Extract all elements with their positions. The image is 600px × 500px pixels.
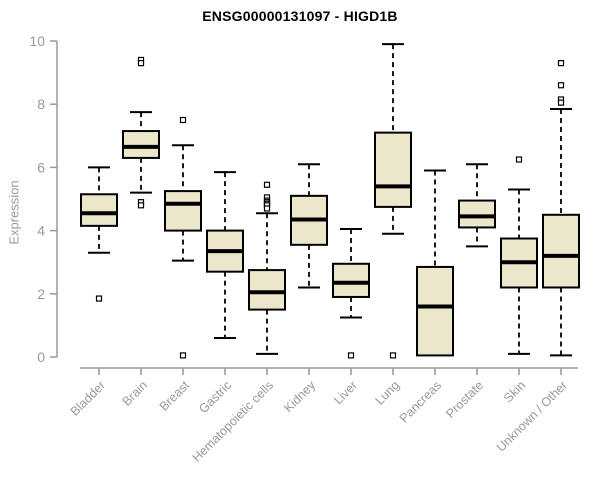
outlier-point xyxy=(179,352,187,359)
box-lung xyxy=(374,131,412,208)
x-category-label: Bladder xyxy=(68,378,108,418)
outlier-point xyxy=(137,202,145,209)
outlier-point xyxy=(557,99,565,106)
x-category-label: Lung xyxy=(373,378,403,408)
x-category-label: Breast xyxy=(157,378,193,414)
box-bladder xyxy=(80,193,118,227)
x-category-label: Hematopoietic cells xyxy=(190,378,277,465)
outlier-point xyxy=(137,60,145,67)
y-tick-label: 6 xyxy=(37,159,45,175)
outlier-point xyxy=(557,82,565,89)
x-category-label: Liver xyxy=(331,378,360,407)
box-unknown-other xyxy=(542,213,580,289)
outlier-point xyxy=(347,352,355,359)
outlier-point xyxy=(179,116,187,124)
x-category-label: Kidney xyxy=(281,378,318,415)
x-category-label: Brain xyxy=(120,378,151,409)
box-hematopoietic-cells xyxy=(248,269,286,311)
box-liver xyxy=(332,262,370,298)
outlier-point xyxy=(515,156,523,163)
x-category-label: Gastric xyxy=(196,378,234,416)
y-tick-label: 10 xyxy=(29,33,45,49)
x-category-label: Skin xyxy=(501,378,528,405)
box-breast xyxy=(164,190,202,232)
y-tick-label: 8 xyxy=(37,96,45,112)
outlier-point xyxy=(95,295,103,302)
x-category-label: Prostate xyxy=(443,378,486,421)
y-tick-label: 0 xyxy=(37,349,45,365)
y-tick-label: 4 xyxy=(37,223,45,239)
box-prostate xyxy=(458,199,496,229)
x-category-label: Pancreas xyxy=(397,378,444,425)
chart-title: ENSG00000131097 - HIGD1B xyxy=(202,8,398,24)
box-brain xyxy=(122,130,160,159)
outlier-point xyxy=(557,60,565,67)
y-tick-label: 2 xyxy=(37,286,45,302)
box-pancreas xyxy=(416,265,454,357)
outlier-point xyxy=(263,181,271,188)
x-category-label: Unknown / Other xyxy=(494,378,570,454)
outlier-point xyxy=(263,205,271,212)
outlier-point xyxy=(389,352,397,359)
